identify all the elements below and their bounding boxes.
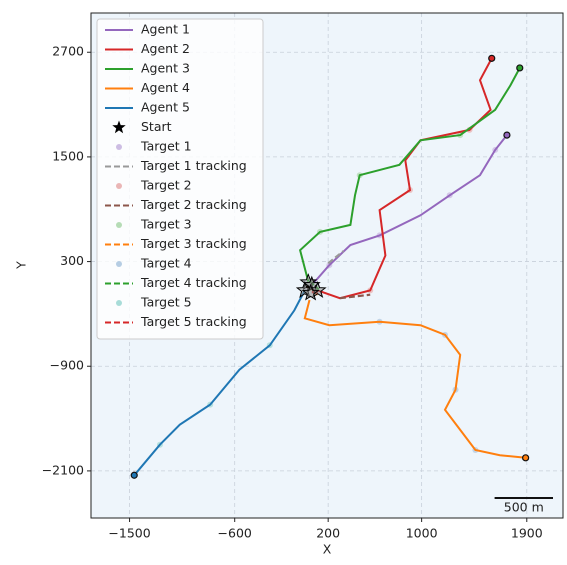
legend-label: Agent 1 <box>141 22 190 37</box>
legend-label: Agent 4 <box>141 80 190 95</box>
legend-key <box>116 261 122 267</box>
legend-box <box>96 18 264 340</box>
end-point <box>522 454 530 462</box>
legend-label: Target 2 <box>140 178 192 193</box>
trajectory <box>317 57 493 300</box>
legend-label: Agent 5 <box>141 100 190 115</box>
end-point <box>488 54 496 62</box>
y-tick-label: 2700 <box>52 44 84 59</box>
legend-label: Agent 3 <box>141 61 190 76</box>
trajectory <box>298 67 521 282</box>
end-point <box>516 64 524 72</box>
y-tick-label: −2100 <box>42 462 84 477</box>
legend-label: Target 3 <box>140 217 192 232</box>
y-tick-label: 300 <box>60 253 84 268</box>
y-tick-label: 1500 <box>52 148 84 163</box>
x-tick-label: −1500 <box>108 526 150 541</box>
x-tick-label: 1000 <box>406 526 438 541</box>
legend-label: Target 1 <box>140 139 192 154</box>
legend-label: Target 3 tracking <box>140 236 247 251</box>
legend-label: Target 2 tracking <box>140 197 247 212</box>
trajectory <box>303 299 526 459</box>
start-marker <box>301 283 320 301</box>
legend-label: Target 4 <box>140 256 192 271</box>
end-point <box>503 131 511 139</box>
end-point <box>130 471 138 479</box>
plot-frame <box>90 12 564 519</box>
legend-label: Start <box>141 119 172 134</box>
x-tick-label: 1900 <box>511 526 543 541</box>
legend-label: Agent 2 <box>141 41 190 56</box>
x-tick-label: −600 <box>218 526 252 541</box>
x-tick-label: 200 <box>316 526 340 541</box>
legend-label: Target 4 tracking <box>140 275 247 290</box>
tracking-line <box>339 293 371 300</box>
y-tick-label: −900 <box>50 358 84 373</box>
tracking-line <box>327 250 345 265</box>
legend-key <box>116 144 122 150</box>
legend-label: Target 5 <box>140 295 192 310</box>
legend-key <box>116 222 122 228</box>
legend-label: Target 5 tracking <box>140 314 247 329</box>
x-axis-label: X <box>323 542 332 557</box>
trajectory <box>133 289 306 476</box>
legend-label: Target 1 tracking <box>140 158 247 173</box>
legend-key <box>112 120 126 134</box>
legend-key <box>116 183 122 189</box>
trajectory <box>311 134 508 286</box>
y-axis-label: Y <box>14 261 29 270</box>
scale-bar-label: 500 m <box>504 500 544 515</box>
legend-key <box>116 300 122 306</box>
